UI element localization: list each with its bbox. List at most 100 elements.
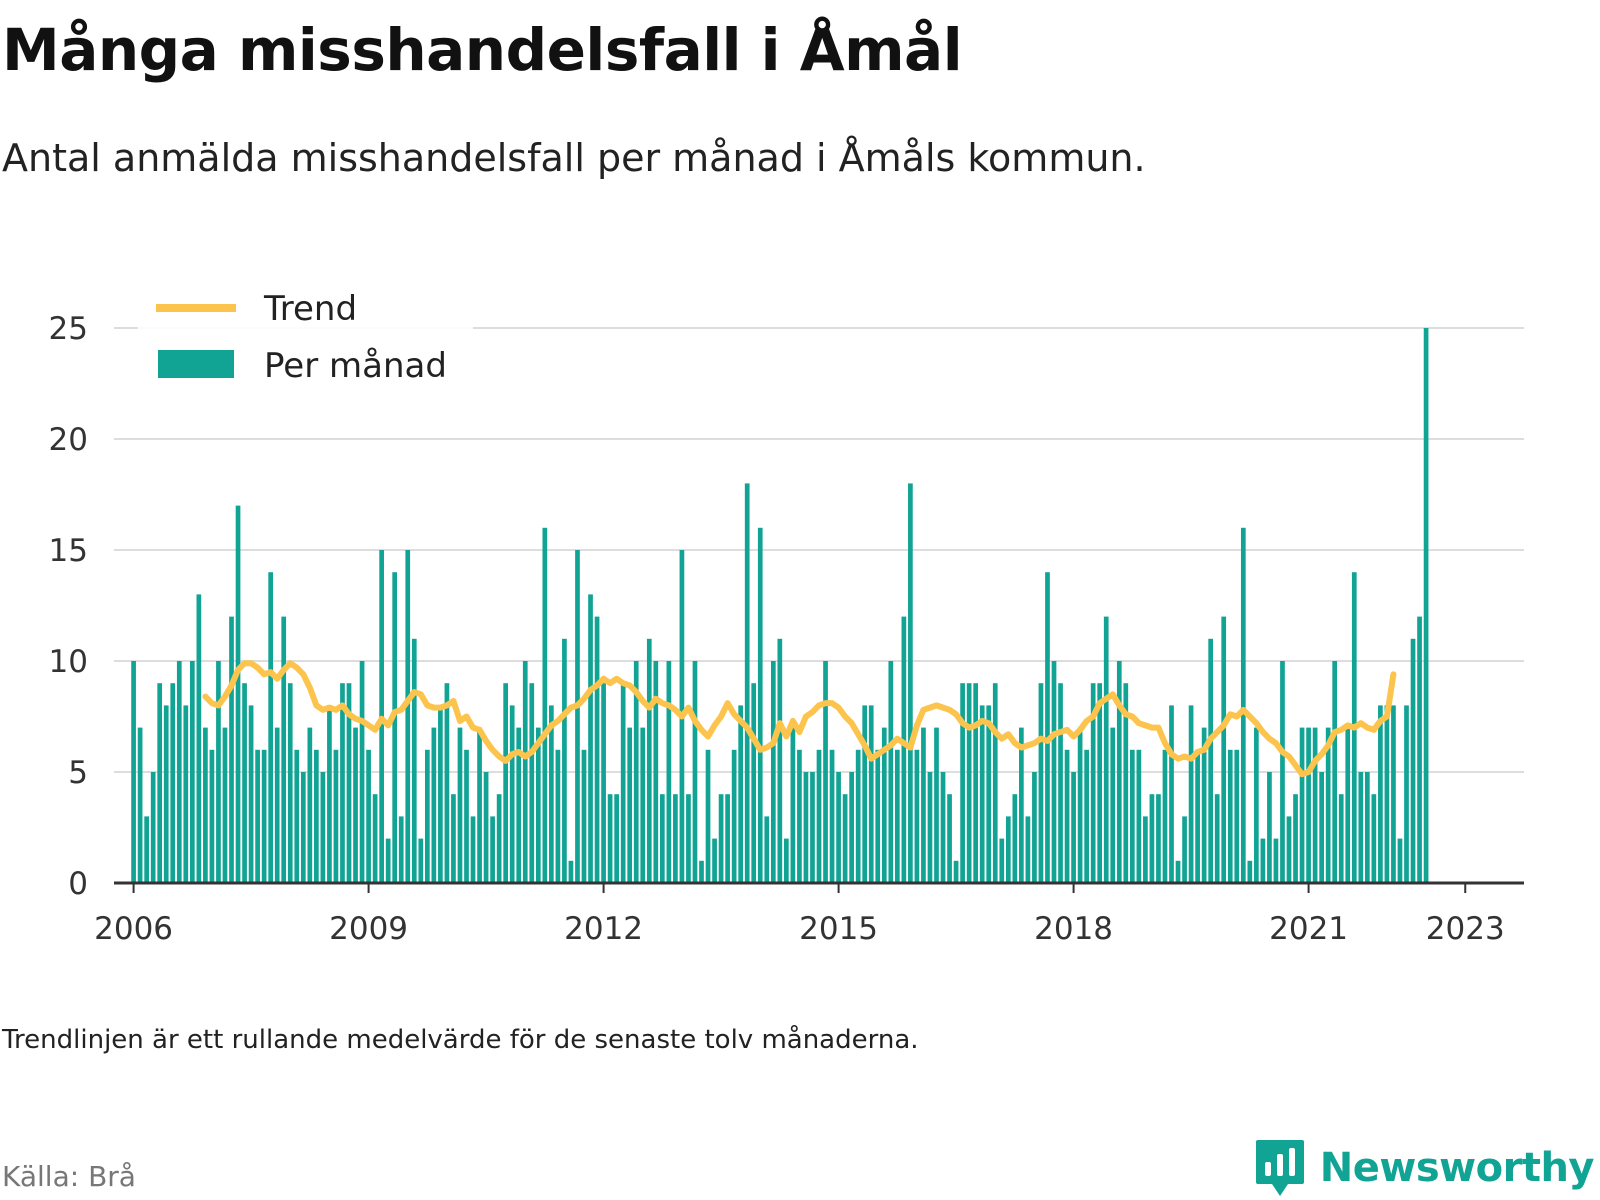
bar: [496, 794, 502, 883]
bar: [1358, 772, 1364, 883]
bar: [418, 838, 424, 883]
bar: [666, 661, 672, 883]
newsworthy-chart-bubble-icon: [1255, 1140, 1304, 1196]
bar: [255, 749, 260, 883]
bar: [503, 683, 509, 883]
bar: [1058, 683, 1063, 883]
bar: [451, 794, 456, 883]
bar: [209, 749, 215, 883]
bar: [392, 572, 398, 883]
bar: [196, 594, 202, 883]
bar: [908, 483, 913, 883]
bar: [1234, 749, 1240, 883]
bar: [1025, 816, 1031, 883]
bar: [1293, 794, 1298, 883]
bar: [744, 483, 750, 883]
bar: [1240, 527, 1246, 883]
bar: [314, 749, 319, 883]
bar: [268, 572, 274, 883]
bar: [1045, 572, 1050, 883]
x-tick-label: 2006: [94, 911, 173, 947]
bar: [176, 661, 182, 883]
bar: [1325, 727, 1331, 883]
x-tick-label: 2015: [799, 911, 878, 947]
bar: [594, 616, 600, 883]
bar: [940, 772, 946, 883]
bar: [810, 772, 815, 883]
bar: [1423, 328, 1429, 883]
bar: [1371, 794, 1377, 883]
bar: [542, 527, 548, 883]
bar: [163, 705, 169, 883]
y-tick-label: 10: [49, 644, 88, 680]
bar: [1312, 727, 1318, 883]
bar: [1071, 772, 1076, 883]
bar: [1391, 705, 1396, 883]
legend-bar-swatch: [158, 350, 234, 378]
bar: [568, 860, 574, 883]
legend-trend-label: Trend: [263, 289, 357, 329]
bar: [986, 705, 992, 883]
bar: [914, 749, 920, 883]
bar: [1247, 860, 1253, 883]
bar: [1169, 705, 1174, 883]
bar: [894, 749, 900, 883]
bar: [633, 661, 639, 883]
bar: [470, 816, 476, 883]
bar: [483, 772, 489, 883]
bar: [438, 705, 443, 883]
bar: [1214, 794, 1220, 883]
bar-series: [131, 328, 1429, 883]
bar: [803, 772, 809, 883]
bar: [137, 727, 143, 883]
bar: [829, 749, 835, 883]
bar: [888, 661, 894, 883]
bar: [1280, 661, 1285, 883]
bar: [490, 816, 495, 883]
bar: [881, 727, 887, 883]
bar: [653, 661, 659, 883]
bar: [1005, 816, 1011, 883]
bar: [960, 683, 965, 883]
y-tick-label: 20: [49, 422, 88, 458]
chart-subtitle: Antal anmälda misshandelsfall per månad …: [2, 136, 1146, 180]
bar: [300, 772, 306, 883]
bar: [947, 794, 952, 883]
bar: [901, 616, 907, 883]
y-tick-label: 0: [68, 866, 88, 902]
bar: [581, 749, 587, 883]
footnote: Trendlinjen är ett rullande medelvärde f…: [2, 1025, 919, 1055]
x-axis: [114, 881, 1524, 893]
bar: [1116, 661, 1122, 883]
bar: [764, 816, 770, 883]
bar: [144, 816, 149, 883]
bar: [1319, 772, 1324, 883]
bar: [183, 705, 189, 883]
bar: [712, 838, 717, 883]
x-tick-label: 2018: [1034, 911, 1113, 947]
y-tick-label: 15: [49, 533, 88, 569]
bar: [836, 772, 841, 883]
bar: [1162, 749, 1168, 883]
bar: [973, 683, 979, 883]
x-tick-label: 2009: [329, 911, 408, 947]
bar: [424, 749, 430, 883]
legend: Trend Per månad: [138, 278, 473, 396]
x-tick-label: 2023: [1426, 911, 1505, 947]
bar: [992, 683, 998, 883]
bar: [868, 705, 874, 883]
bar: [457, 727, 463, 883]
bar: [842, 794, 848, 883]
bar: [1397, 838, 1403, 883]
bar: [529, 683, 535, 883]
bar: [411, 638, 417, 883]
bar: [346, 683, 352, 883]
bar: [307, 727, 313, 883]
bar: [823, 661, 828, 883]
y-axis-labels: 0 5 10 15 20 25: [49, 311, 88, 902]
bar: [797, 749, 802, 883]
bar: [1201, 727, 1207, 883]
legend-bar-label: Per månad: [264, 346, 447, 386]
bar: [588, 594, 593, 883]
